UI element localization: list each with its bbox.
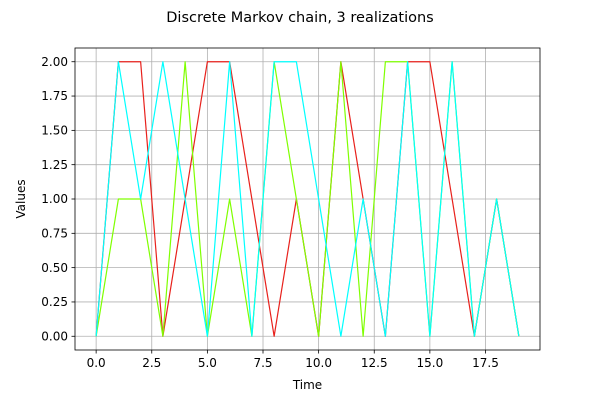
series-line-3 [95, 61, 520, 337]
y-tick-label: 1.50 [41, 124, 68, 138]
y-tick-label: 1.25 [41, 158, 68, 172]
y-tick-label: 0.25 [41, 295, 68, 309]
x-tick-label: 10.0 [305, 356, 332, 370]
y-axis-label: Values [14, 179, 28, 218]
x-tick-label: 17.5 [472, 356, 499, 370]
x-tick-label: 2.5 [142, 356, 161, 370]
x-tick-label: 0.0 [87, 356, 106, 370]
y-tick-label: 1.00 [41, 192, 68, 206]
y-tick-label: 0.00 [41, 329, 68, 343]
y-tick-label: 2.00 [41, 55, 68, 69]
x-tick-label: 7.5 [253, 356, 272, 370]
x-axis-label: Time [292, 378, 322, 392]
y-tick-label: 0.50 [41, 261, 68, 275]
x-tick-label: 15.0 [417, 356, 444, 370]
y-tick-label: 1.75 [41, 89, 68, 103]
y-tick-label: 0.75 [41, 227, 68, 241]
axis-ticks: 0.0 2.5 5.0 7.5 10.0 12.5 15.0 17.5 0.00 0.25 0.50… [41, 55, 499, 370]
x-tick-label: 12.5 [361, 356, 388, 370]
x-tick-label: 5.0 [198, 356, 217, 370]
series-lines [95, 61, 520, 337]
chart-title: Discrete Markov chain, 3 realizations [166, 10, 433, 26]
